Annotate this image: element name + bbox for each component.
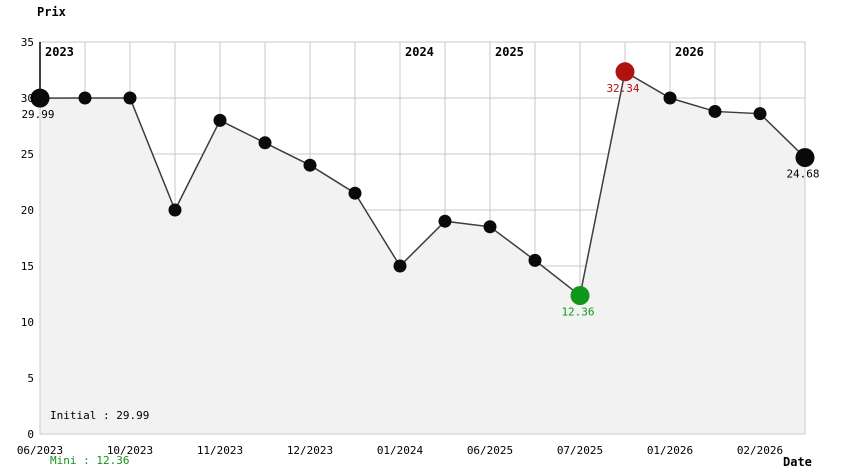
year-label: 2025	[495, 45, 524, 59]
data-point	[303, 158, 317, 172]
legend-item-min: Mini : 12.36	[50, 454, 130, 467]
point-value-label: 32.34	[606, 82, 639, 95]
y-tick-label: 30	[21, 92, 34, 105]
legend-item-initial: Initial : 29.99	[50, 409, 150, 422]
data-point	[663, 91, 677, 105]
data-point	[393, 259, 407, 273]
y-tick-label: 20	[21, 204, 34, 217]
data-point	[123, 91, 137, 105]
y-tick-label: 25	[21, 148, 34, 161]
y-tick-label: 5	[27, 372, 34, 385]
y-tick-label: 10	[21, 316, 34, 329]
area-fill	[40, 71, 805, 435]
x-tick-label: 01/2024	[377, 444, 424, 457]
x-tick-label: 06/2023	[17, 444, 63, 457]
data-point	[78, 91, 92, 105]
data-point	[483, 220, 497, 234]
y-axis-title: Prix	[37, 5, 66, 19]
x-tick-label: 06/2025	[467, 444, 513, 457]
x-tick-label: 07/2025	[557, 444, 603, 457]
x-axis-title: Date	[783, 455, 812, 469]
data-point	[438, 214, 452, 228]
x-tick-label: 10/2023	[107, 444, 153, 457]
data-point	[528, 253, 542, 267]
data-point	[753, 107, 767, 121]
x-tick-label: 11/2023	[197, 444, 243, 457]
y-tick-label: 35	[21, 36, 34, 49]
x-tick-label: 12/2023	[287, 444, 333, 457]
price-line	[39, 70, 806, 297]
data-point-initial	[30, 88, 50, 108]
point-value-label: 24.68	[786, 168, 819, 181]
data-point	[258, 136, 272, 150]
data-point	[708, 104, 722, 118]
data-point	[213, 113, 227, 127]
x-tick-label: 01/2026	[647, 444, 693, 457]
y-tick-label: 15	[21, 260, 34, 273]
data-point-min	[570, 286, 590, 306]
point-value-label: 12.36	[561, 306, 594, 319]
year-label: 2024	[405, 45, 434, 59]
data-point-max	[615, 62, 635, 82]
point-value-label: 29.99	[21, 108, 54, 121]
chart-legend: Initial : 29.99 Mini : 12.36 Max : 32.34…	[50, 378, 149, 474]
data-point	[168, 203, 182, 217]
data-point	[348, 186, 362, 200]
x-tick-label: 02/2026	[737, 444, 783, 457]
year-label: 2026	[675, 45, 704, 59]
year-label: 2023	[45, 45, 74, 59]
plot-border	[39, 41, 806, 435]
data-point-current	[795, 148, 815, 168]
y-tick-label: 0	[27, 428, 34, 441]
